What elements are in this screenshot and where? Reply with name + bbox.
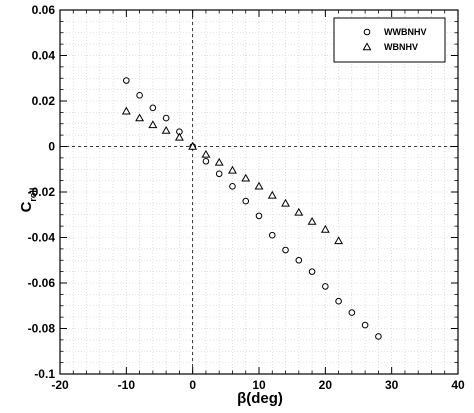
data-point-triangle xyxy=(334,236,344,245)
data-point-triangle xyxy=(174,132,184,141)
y-tick-label: -0.08 xyxy=(28,322,56,336)
data-point-circle xyxy=(162,114,170,122)
data-point-circle xyxy=(215,170,223,178)
data-point-circle xyxy=(136,92,143,99)
legend-box xyxy=(333,17,446,63)
svg-text:Croll: Croll xyxy=(18,188,38,213)
data-point-circle xyxy=(149,104,157,112)
y-axis-title-main: C xyxy=(18,201,35,212)
data-point-triangle xyxy=(121,106,131,115)
x-tick-label: -20 xyxy=(51,378,69,392)
data-point-triangle xyxy=(161,125,171,134)
data-point-triangle xyxy=(281,198,290,207)
data-point-triangle xyxy=(241,173,251,182)
data-point-circle xyxy=(123,77,130,84)
y-tick-label: -0.1 xyxy=(34,367,55,381)
data-point-circle xyxy=(255,212,263,220)
data-point-circle xyxy=(295,256,303,264)
series-wbnhv xyxy=(121,106,344,245)
legend-marker-triangle xyxy=(362,42,372,51)
x-tick-label: 10 xyxy=(252,378,266,392)
series-wwbnhv xyxy=(123,77,382,340)
y-tick-label: -0.06 xyxy=(28,276,56,290)
data-point-triangle xyxy=(267,190,277,199)
data-point-triangle xyxy=(307,216,317,225)
data-point-circle xyxy=(229,183,236,190)
legend-label: WBNHV xyxy=(384,42,418,52)
tick-marks xyxy=(59,9,459,375)
data-point-circle xyxy=(308,268,316,275)
legend-label: WWBNHV xyxy=(384,27,427,37)
x-tick-label: 20 xyxy=(319,378,333,392)
x-tick-label: 30 xyxy=(385,378,399,392)
y-tick-label: -0.02 xyxy=(28,185,56,199)
data-point-circle xyxy=(322,283,329,290)
grid-lines xyxy=(59,9,459,375)
data-point-triangle xyxy=(214,157,224,166)
data-point-circle xyxy=(268,231,276,239)
data-point-triangle xyxy=(294,207,304,216)
legend: WWBNHV WBNHV xyxy=(333,17,446,63)
data-point-circle xyxy=(202,157,210,165)
x-tick-label: 40 xyxy=(451,378,465,392)
data-point-triangle xyxy=(148,120,158,129)
data-point-triangle xyxy=(228,165,237,174)
data-point-circle xyxy=(282,246,289,254)
data-point-circle xyxy=(375,333,382,340)
data-point-circle xyxy=(348,309,356,316)
data-point-circle xyxy=(361,321,369,329)
y-tick-label: 0.04 xyxy=(32,49,56,63)
y-tick-label: 0 xyxy=(48,140,55,154)
y-axis-title-subscript: roll xyxy=(28,188,38,202)
legend-entries: WWBNHV WBNHV xyxy=(362,27,427,52)
data-point-triangle xyxy=(188,141,198,150)
tick-labels: -20 -10 0 10 20 30 40 -0.1 -0.08 -0.06 -0.04 -0.02 0… xyxy=(28,3,465,392)
legend-marker-circle xyxy=(363,28,371,36)
x-axis-title: β(deg) xyxy=(237,390,283,407)
x-tick-label: -10 xyxy=(118,378,136,392)
y-axis-title: Croll xyxy=(18,188,38,213)
data-point-triangle xyxy=(135,113,145,122)
y-tick-label: -0.04 xyxy=(28,231,56,245)
data-points xyxy=(121,77,382,340)
y-tick-label: 0.02 xyxy=(32,94,56,108)
data-point-circle xyxy=(335,297,342,305)
data-point-triangle xyxy=(201,149,211,158)
y-tick-label: 0.06 xyxy=(32,3,56,17)
data-point-triangle xyxy=(254,181,264,190)
data-point-triangle xyxy=(320,224,330,233)
x-tick-label: 0 xyxy=(189,378,196,392)
data-point-circle xyxy=(242,197,250,205)
